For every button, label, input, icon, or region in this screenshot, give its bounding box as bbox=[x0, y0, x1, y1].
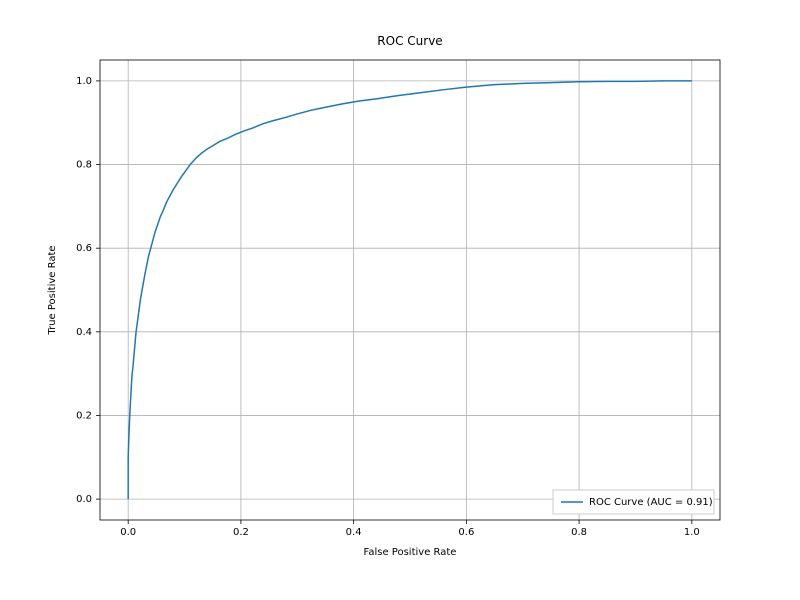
x-tick-label: 0.8 bbox=[571, 527, 587, 538]
y-tick-label: 1.0 bbox=[76, 76, 92, 87]
chart-title: ROC Curve bbox=[377, 34, 442, 48]
y-tick-label: 0.4 bbox=[76, 327, 92, 338]
x-tick-label: 0.2 bbox=[233, 527, 249, 538]
x-tick-label: 0.6 bbox=[458, 527, 474, 538]
x-axis-label: False Positive Rate bbox=[364, 547, 457, 558]
x-tick-label: 0.4 bbox=[346, 527, 362, 538]
chart-container: 0.0 0.2 0.4 0.6 0.8 1.0 0.0 0.2 0.4 0.6 0.8 1.0 Fals… bbox=[0, 0, 800, 600]
legend-label: ROC Curve (AUC = 0.91) bbox=[589, 497, 713, 508]
roc-chart-svg: 0.0 0.2 0.4 0.6 0.8 1.0 0.0 0.2 0.4 0.6 0.8 1.0 Fals… bbox=[0, 0, 800, 600]
x-tick-label: 0.0 bbox=[120, 527, 136, 538]
y-tick-label: 0.6 bbox=[76, 243, 92, 254]
y-tick-label: 0.2 bbox=[76, 410, 92, 421]
y-tick-label: 0.8 bbox=[76, 160, 92, 171]
y-tick-label: 0.0 bbox=[76, 494, 92, 505]
x-tick-label: 1.0 bbox=[684, 527, 700, 538]
y-axis-label: True Positive Rate bbox=[47, 245, 58, 335]
plot-area bbox=[100, 60, 720, 520]
